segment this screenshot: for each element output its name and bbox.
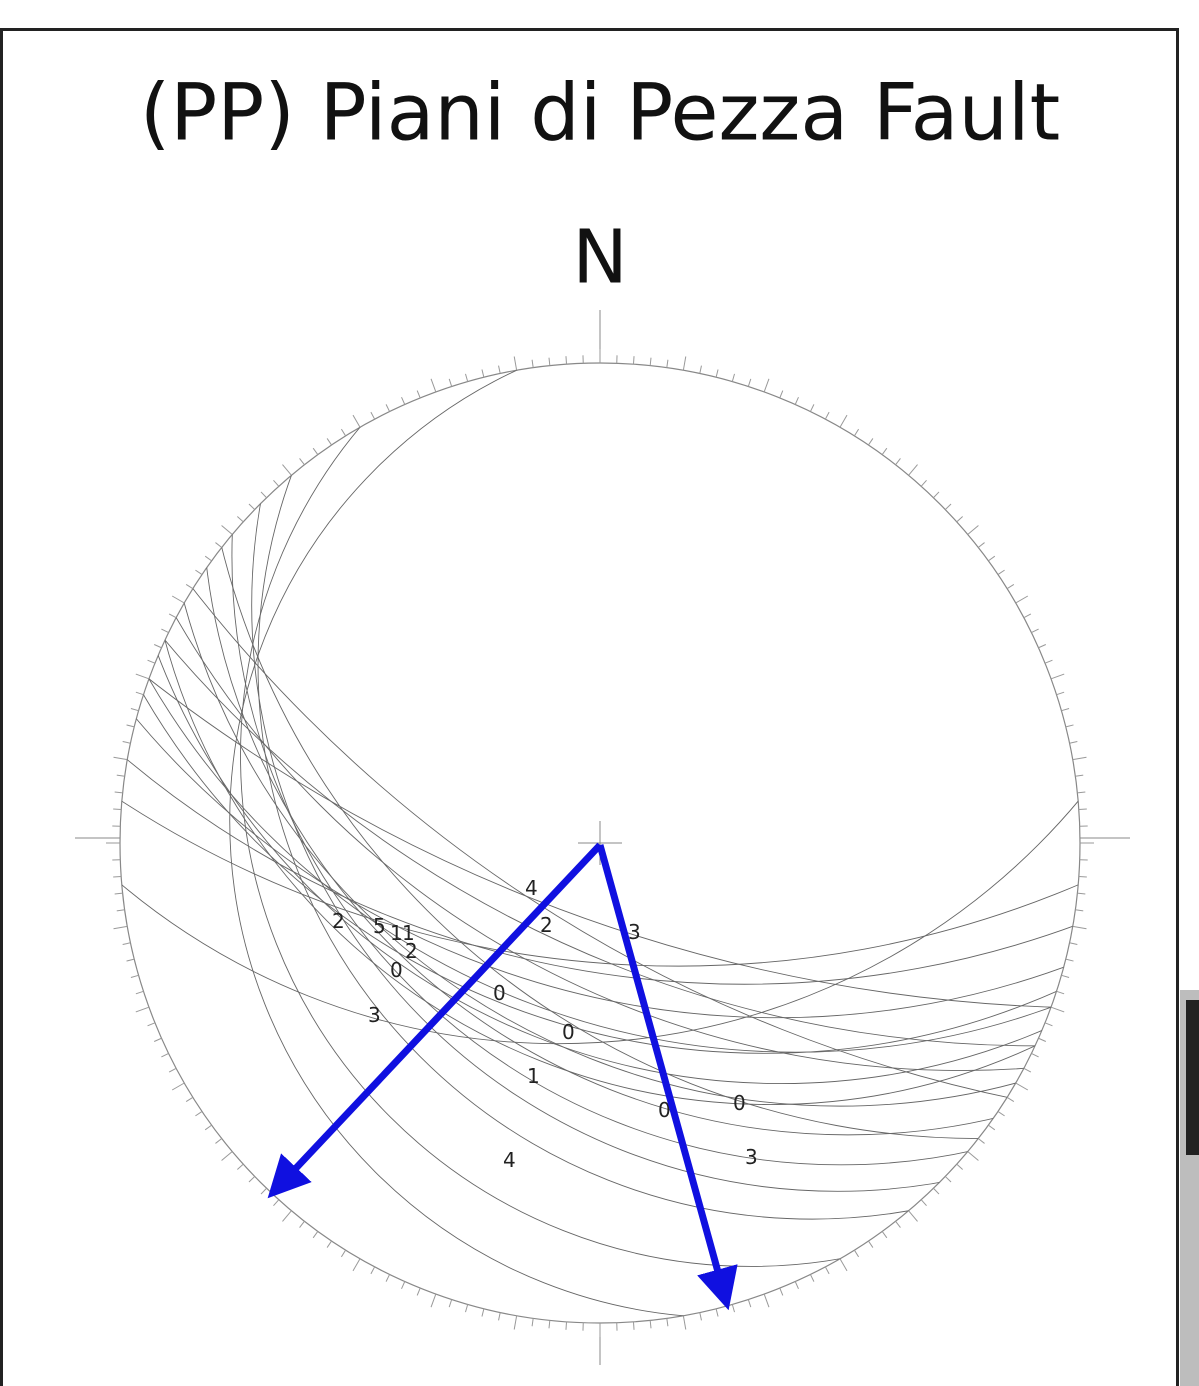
- tick: [1079, 876, 1087, 877]
- point-label: 2: [405, 939, 418, 963]
- tick: [113, 876, 121, 877]
- background: [0, 0, 1199, 1386]
- point-label: 0: [562, 1020, 575, 1044]
- point-label: 0: [493, 981, 506, 1005]
- point-label: 4: [525, 876, 538, 900]
- point-label: 2: [332, 909, 345, 933]
- tick: [566, 1322, 567, 1330]
- tick: [633, 1322, 634, 1330]
- point-label: 3: [745, 1145, 758, 1169]
- tick: [1079, 809, 1087, 810]
- point-label: 5: [373, 914, 386, 938]
- side-panel-dark: [1186, 1000, 1199, 1155]
- tick: [633, 356, 634, 364]
- point-label: 0: [390, 958, 403, 982]
- point-label: 4: [503, 1148, 516, 1172]
- point-label: 1: [390, 921, 403, 945]
- point-label: 3: [368, 1003, 381, 1027]
- point-label: 1: [527, 1064, 540, 1088]
- point-label: 0: [733, 1091, 746, 1115]
- title: (PP) Piani di Pezza Fault: [140, 68, 1060, 158]
- north-label: N: [572, 215, 627, 301]
- point-label: 2: [540, 913, 553, 937]
- tick: [113, 809, 121, 810]
- tick: [566, 356, 567, 364]
- stereonet-figure: (PP) Piani di Pezza Fault N 4 2 3 2 5 1 …: [0, 0, 1199, 1386]
